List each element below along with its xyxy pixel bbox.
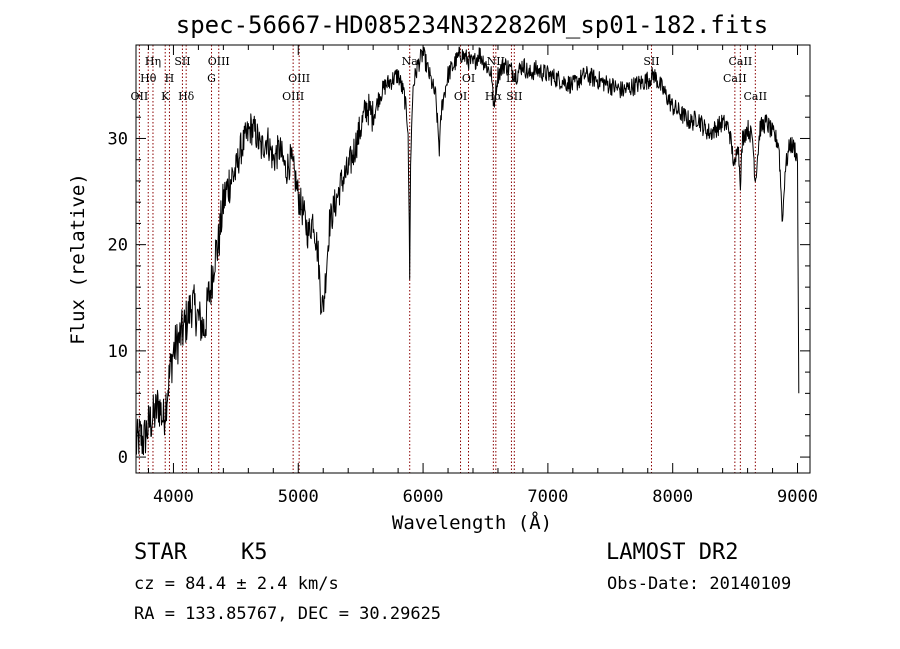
survey-name: LAMOST DR2 xyxy=(606,540,739,565)
line-label-16: Hα xyxy=(485,90,503,103)
line-label-9: OIII xyxy=(288,72,310,85)
y-tick-label: 20 xyxy=(108,236,128,256)
line-label-8: G xyxy=(207,72,216,85)
line-label-10: OIII xyxy=(282,90,304,103)
line-label-4: H xyxy=(165,72,175,85)
x-axis-ticks: 4000 5000 6000 7000 8000 9000 xyxy=(147,45,818,507)
object-class: STAR xyxy=(134,540,187,565)
x-tick-label: 6000 xyxy=(403,487,444,507)
line-label-21: CaII xyxy=(743,90,767,103)
line-label-5: K xyxy=(161,90,170,103)
spectrum-line-0 xyxy=(135,46,800,456)
line-label-15: Li xyxy=(506,72,517,85)
line-label-18: SII xyxy=(643,55,659,68)
line-label-12: OI xyxy=(462,72,475,85)
line-label-13: OI xyxy=(454,90,467,103)
y-tick-label: 10 xyxy=(108,342,128,362)
line-label-6: Hδ xyxy=(178,90,195,103)
line-label-20: CaII xyxy=(723,72,747,85)
y-tick-label: 30 xyxy=(108,129,128,149)
x-tick-label: 4000 xyxy=(153,487,194,507)
line-label-2: OII xyxy=(131,90,149,103)
spectral-subclass: K5 xyxy=(241,540,268,565)
y-tick-label: 0 xyxy=(118,448,128,468)
observation-date: Obs-Date: 20140109 xyxy=(607,574,792,594)
series-layer xyxy=(135,46,800,456)
x-tick-label: 5000 xyxy=(278,487,319,507)
line-label-19: CaII xyxy=(729,55,753,68)
line-label-17: SII xyxy=(506,90,522,103)
redshift-value: cz = 84.4 ± 2.4 km/s xyxy=(134,574,339,594)
x-tick-label: 9000 xyxy=(777,487,818,507)
line-label-11: Na xyxy=(402,55,419,68)
coordinates: RA = 133.85767, DEC = 30.29625 xyxy=(134,604,442,624)
x-axis-label: Wavelength (Å) xyxy=(392,511,552,534)
x-tick-label: 7000 xyxy=(527,487,568,507)
line-markers xyxy=(138,45,756,473)
line-label-7: OIII xyxy=(208,55,230,68)
plot-frame xyxy=(135,44,811,474)
y-axis-label: Flux (relative) xyxy=(67,173,89,345)
y-axis-ticks: 0 10 20 30 xyxy=(108,95,810,468)
line-label-1: Hθ xyxy=(140,72,157,85)
chart-title: spec-56667-HD085234N322826M_sp01-182.fit… xyxy=(176,11,768,39)
x-tick-label: 8000 xyxy=(652,487,693,507)
line-label-0: Hη xyxy=(145,55,161,68)
line-label-3: SII xyxy=(174,55,190,68)
